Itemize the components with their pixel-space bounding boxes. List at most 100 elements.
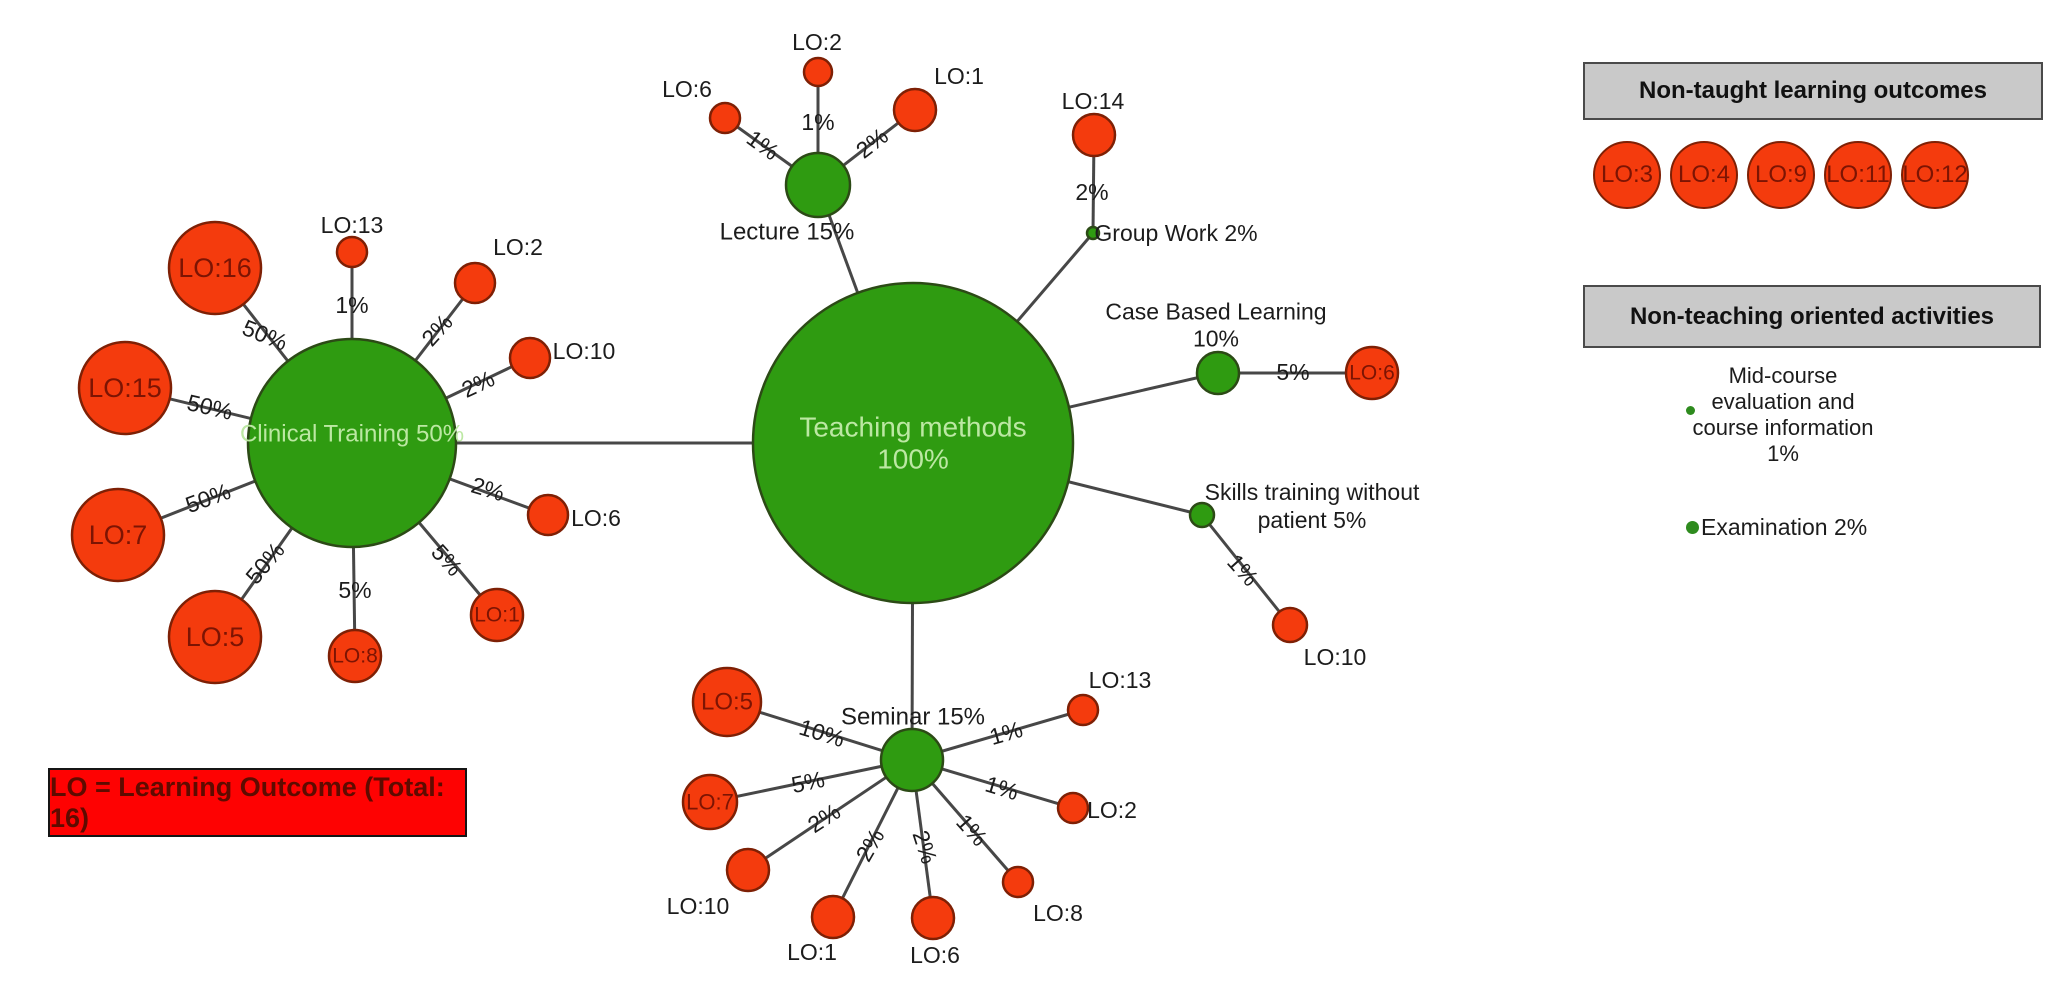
- node-lo8s: [1001, 865, 1035, 899]
- node-label-lo7c: LO:7: [89, 520, 148, 550]
- node-seminar: [879, 727, 945, 793]
- legend-note-box: LO = Learning Outcome (Total: 16): [48, 768, 467, 837]
- node-lo13s: [1066, 693, 1100, 727]
- node-label-teaching: Teaching methods: [799, 412, 1026, 443]
- node-label-seminar: Seminar 15%: [841, 704, 985, 731]
- node-lo5s: [691, 666, 763, 738]
- non-taught-title: Non-taught learning outcomes: [1639, 77, 1987, 104]
- node-label-groupwork: Group Work 2%: [1094, 220, 1257, 246]
- node-teaching: [751, 281, 1075, 605]
- note-text: LO = Learning Outcome (Total: 16): [50, 771, 445, 833]
- node-label-lo2s: LO:2: [1087, 797, 1137, 823]
- node-lo13c: [335, 235, 369, 269]
- node-label-lo10c: LO:10: [553, 338, 616, 364]
- edge-label-lecture-lo2l: 1%: [801, 109, 834, 135]
- node-label-lo1l: LO:1: [934, 63, 984, 89]
- edge-label-clinical-lo16c: 50%: [239, 314, 291, 355]
- edge-label-clinical-lo15c: 50%: [185, 389, 236, 425]
- mid-course-dot-icon: [1686, 406, 1695, 415]
- node-label-lo5c: LO:5: [186, 622, 245, 652]
- node-groupwork: [1085, 225, 1101, 241]
- edge-label-seminar-lo10se: 2%: [803, 798, 845, 838]
- edge-label-lecture-lo1l: 2%: [851, 123, 893, 164]
- examination-item: Examination 2%: [1686, 514, 1867, 541]
- node-label-lo6l: LO:6: [662, 76, 712, 102]
- edge-label-clinical-lo7c: 50%: [182, 478, 234, 518]
- node-cbl: [1195, 350, 1241, 396]
- edge-seminar-lo7s: [709, 758, 913, 804]
- edge-label-clinical-lo13c: 1%: [335, 292, 368, 318]
- node-lo1l: [892, 87, 938, 133]
- node-lo8c: [327, 628, 383, 684]
- node-lo15c: [77, 340, 173, 436]
- node-lo6l: [708, 101, 742, 135]
- node-lo2l: [802, 56, 834, 88]
- node-clinical: [246, 337, 458, 549]
- edge-label-clinical-lo5c: 50%: [240, 537, 290, 589]
- examination-label: Examination 2%: [1701, 514, 1868, 540]
- edge-label-lecture-lo6l: 1%: [742, 125, 784, 166]
- node-label-cbl: Case Based Learning: [1105, 299, 1326, 325]
- node-label-lo6s: LO:6: [910, 942, 960, 968]
- legend-outcome-circle-lo11: LO:11: [1824, 141, 1892, 209]
- examination-dot-icon: [1686, 521, 1699, 534]
- edge-label-clinical-lo6c2: 2%: [468, 472, 507, 507]
- edge-label-seminar-lo6s: 2%: [907, 827, 942, 867]
- edge-label-seminar-lo7s: 5%: [789, 766, 827, 798]
- node-label-lo6cb: LO:6: [1349, 362, 1395, 385]
- legend-outcome-circle-lo9: LO:9: [1747, 141, 1815, 209]
- node-label-lo14: LO:14: [1062, 88, 1125, 114]
- node-lo6cb: [1344, 345, 1400, 401]
- node-lo7c: [70, 487, 166, 583]
- legend-outcome-circle-lo4: LO:4: [1670, 141, 1738, 209]
- node-label-skills: Skills training without: [1205, 479, 1420, 505]
- node-label-cbl: 10%: [1193, 326, 1239, 352]
- edge-label-seminar-lo1s: 2%: [850, 824, 889, 866]
- node-label-clinical: Clinical Training 50%: [240, 421, 464, 448]
- non-taught-outcomes-row: LO:3 LO:4 LO:9 LO:11 LO:12: [1593, 141, 1969, 209]
- mid-course-item: Mid-course evaluation and course informa…: [1683, 363, 1883, 467]
- edge-label-seminar-lo2s: 1%: [982, 771, 1021, 806]
- node-lo7s: [681, 773, 739, 831]
- node-lo10se: [725, 847, 771, 893]
- non-teaching-title: Non-teaching oriented activities: [1629, 302, 1995, 330]
- node-label-skills: patient 5%: [1258, 507, 1367, 533]
- node-label-lo8c: LO:8: [332, 645, 378, 668]
- node-label-lo1s: LO:1: [787, 939, 837, 965]
- node-lo10c: [508, 336, 552, 380]
- edge-label-clinical-lo10c: 2%: [457, 365, 498, 403]
- node-label-lo1c: LO:1: [474, 604, 520, 627]
- node-lo5c: [167, 589, 263, 685]
- mid-course-line-1: Mid-course: [1728, 363, 1838, 388]
- node-label-lo7s: LO:7: [686, 790, 734, 815]
- node-lo1s: [810, 894, 856, 940]
- node-lo2c: [453, 261, 497, 305]
- edge-seminar-lo10se: [747, 758, 913, 872]
- node-label-lo10s: LO:10: [1304, 644, 1367, 670]
- node-lo14: [1071, 112, 1117, 158]
- node-lo1c: [469, 587, 525, 643]
- node-lo6s: [910, 895, 956, 941]
- node-label-lo15c: LO:15: [88, 373, 162, 403]
- edge-label-groupwork-lo14: 2%: [1075, 179, 1108, 205]
- node-label-lo16c: LO:16: [178, 253, 252, 283]
- legend-outcome-circle-lo3: LO:3: [1593, 141, 1661, 209]
- node-lo10s: [1271, 606, 1309, 644]
- node-label-lo13c: LO:13: [321, 212, 384, 238]
- node-label-lo6c2: LO:6: [571, 505, 621, 531]
- node-label-lo8s: LO:8: [1033, 900, 1083, 926]
- node-label-lo10se: LO:10: [667, 893, 730, 919]
- node-lo16c: [167, 220, 263, 316]
- node-label-teaching: 100%: [877, 444, 949, 475]
- edge-skills-lo10s: [1200, 514, 1292, 626]
- node-label-lecture: Lecture 15%: [720, 219, 855, 246]
- node-label-lo2c: LO:2: [493, 234, 543, 260]
- mid-course-line-2: evaluation and: [1711, 389, 1855, 414]
- edge-label-cbl-lo6cb: 5%: [1276, 359, 1309, 385]
- mid-course-line-3: course information: [1692, 415, 1874, 440]
- legend-outcome-circle-lo12: LO:12: [1901, 141, 1969, 209]
- edge-label-clinical-lo8c: 5%: [338, 577, 371, 603]
- node-lo2s: [1056, 791, 1090, 825]
